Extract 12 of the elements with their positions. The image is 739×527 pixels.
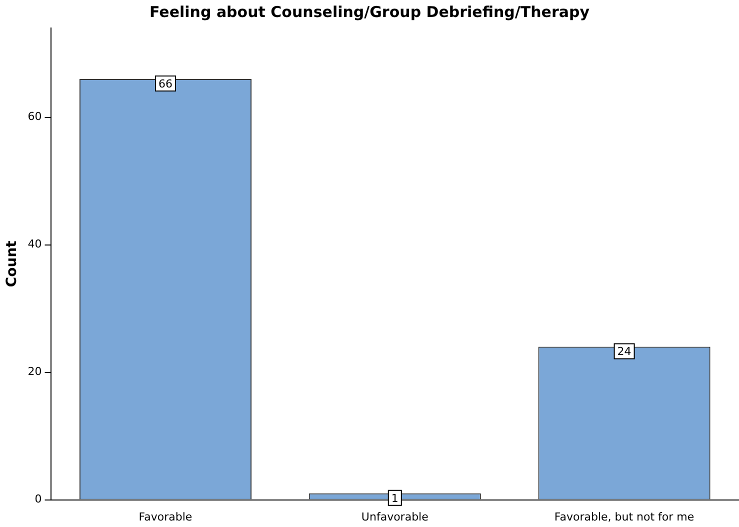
data-label: 1 — [391, 492, 398, 505]
y-tick-label: 40 — [28, 238, 42, 251]
data-label: 66 — [158, 77, 172, 90]
y-tick-label: 60 — [28, 110, 42, 124]
data-label: 24 — [617, 345, 632, 358]
x-tick-label: Favorable — [138, 510, 192, 524]
x-tick-label: Favorable, but not for me — [554, 510, 694, 524]
chart-title: Feeling about Counseling/Group Debriefing/Therapy — [150, 2, 590, 21]
y-axis-title: Count — [4, 240, 20, 288]
y-tick-label: 20 — [28, 365, 42, 378]
y-tick-label: 0 — [34, 492, 42, 506]
x-tick-label: Unfavorable — [361, 510, 429, 524]
